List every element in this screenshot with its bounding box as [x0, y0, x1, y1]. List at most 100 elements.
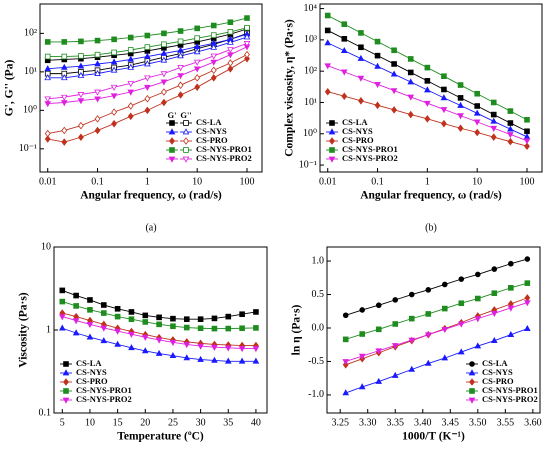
marker — [60, 63, 68, 70]
legend-label: CS-PRO — [196, 135, 228, 145]
y-axis-title: Complex viscosity, η* (Pa·s) — [284, 19, 296, 157]
x-axis-title: Angular frequency, ω (rad/s) — [360, 190, 502, 202]
marker — [193, 48, 201, 55]
y-axis-title: Viscosity (Pa·s) — [18, 292, 30, 367]
legend-marker — [168, 128, 176, 135]
legend-label: CS-NYS — [482, 367, 513, 377]
marker — [177, 81, 184, 89]
marker — [359, 331, 366, 337]
marker — [127, 112, 134, 121]
marker — [524, 280, 531, 286]
marker — [86, 333, 94, 340]
y-axis-title: ln η (Pa·s) — [291, 305, 303, 356]
marker — [144, 32, 151, 39]
marker — [407, 56, 414, 62]
marker — [375, 302, 382, 309]
marker — [475, 271, 481, 278]
marker — [441, 327, 449, 334]
marker — [194, 83, 201, 91]
marker — [177, 65, 184, 72]
marker — [144, 106, 151, 115]
marker — [441, 73, 447, 80]
marker — [44, 135, 51, 143]
marker — [144, 94, 151, 103]
marker — [341, 92, 348, 101]
marker — [183, 354, 191, 361]
marker — [358, 97, 364, 105]
x-tick-label: 20 — [140, 417, 150, 428]
legend-marker — [169, 120, 175, 126]
marker — [170, 315, 176, 322]
marker — [61, 53, 68, 60]
marker — [324, 87, 331, 96]
marker — [110, 58, 118, 65]
marker — [507, 108, 514, 114]
marker — [424, 86, 431, 93]
marker — [243, 33, 251, 40]
legend-header: G' — [168, 110, 177, 120]
marker — [342, 389, 350, 396]
marker — [44, 96, 52, 103]
marker — [177, 28, 184, 34]
x-tick-label: 1 — [145, 176, 150, 187]
marker — [341, 36, 348, 42]
x-axis-title: Angular frequency, ω (rad/s) — [80, 190, 222, 202]
marker — [197, 343, 204, 350]
legend-label: CS-NYS-PRO1 — [342, 144, 398, 154]
marker — [169, 340, 177, 347]
marker — [524, 116, 530, 123]
y-tick-label: 0.1 — [39, 407, 52, 418]
y-tick-label: 10⁰ — [23, 105, 37, 116]
marker — [127, 55, 135, 62]
x-tick-label: 3.40 — [414, 417, 432, 428]
legend-label: CS-PRO — [76, 376, 108, 386]
y-tick-label: 10⁻¹ — [299, 159, 317, 170]
marker — [474, 103, 480, 109]
marker — [440, 94, 448, 101]
legend-label: CS-NYS-PRO1 — [76, 385, 132, 395]
marker — [144, 44, 151, 50]
plot-frame — [39, 3, 263, 173]
x-tick-label: 100 — [520, 176, 535, 187]
marker — [77, 62, 85, 69]
marker — [408, 365, 416, 372]
marker — [160, 56, 168, 63]
marker — [94, 115, 101, 123]
marker — [77, 71, 85, 78]
marker — [94, 89, 101, 96]
marker — [408, 337, 416, 344]
marker — [144, 60, 151, 67]
marker — [87, 297, 93, 303]
marker — [78, 53, 84, 59]
marker — [341, 21, 348, 27]
legend-label: CS-LA — [342, 117, 368, 127]
marker — [110, 93, 118, 100]
x-tick-label: 3.35 — [386, 417, 404, 428]
marker — [78, 38, 84, 45]
marker — [524, 142, 530, 150]
marker — [244, 15, 250, 21]
marker — [111, 49, 117, 56]
marker — [211, 325, 218, 332]
marker — [161, 88, 167, 96]
marker — [441, 86, 447, 93]
marker — [60, 74, 68, 81]
legend-marker — [469, 388, 475, 394]
legend-label: CS-LA — [482, 358, 508, 368]
y-tick-label: 10¹ — [24, 66, 37, 77]
series-line — [345, 258, 528, 316]
legend-label: CS-NYS — [76, 367, 107, 377]
legend-marker — [63, 378, 69, 386]
marker — [224, 357, 232, 364]
marker — [177, 73, 184, 80]
marker — [210, 59, 218, 66]
marker — [114, 340, 121, 347]
marker — [210, 43, 218, 50]
marker — [357, 54, 365, 61]
marker — [244, 50, 250, 59]
marker — [407, 78, 415, 85]
marker — [227, 59, 234, 67]
marker — [111, 36, 117, 43]
x-tick-label: 0.01 — [319, 176, 337, 187]
